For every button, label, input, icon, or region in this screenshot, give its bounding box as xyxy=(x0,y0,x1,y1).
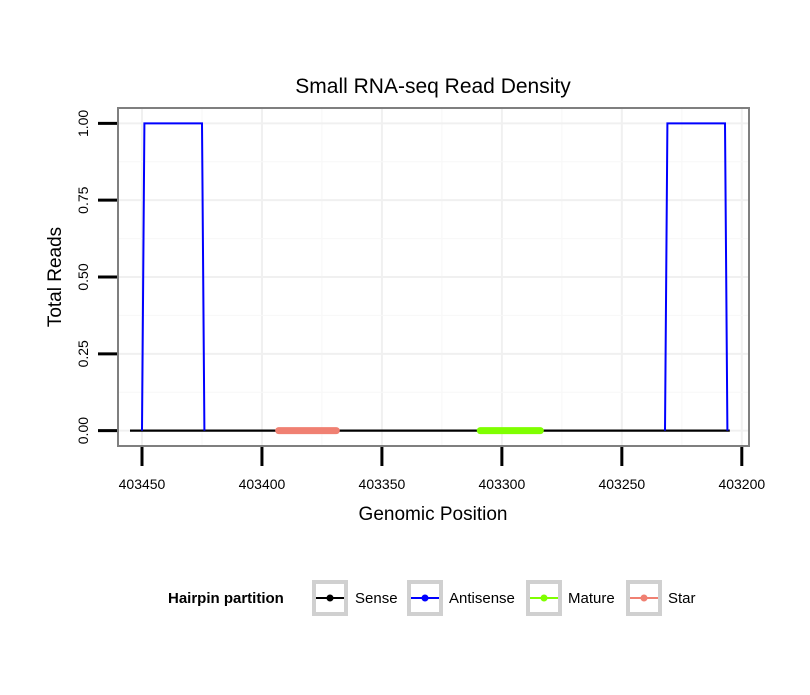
legend-label: Mature xyxy=(568,590,615,607)
legend: Hairpin partition Sense Antisense Mature St… xyxy=(168,580,696,616)
x-tick-label: 403350 xyxy=(359,476,406,492)
legend-item-antisense: Antisense xyxy=(407,580,515,616)
y-tick-label: 1.00 xyxy=(75,110,91,137)
legend-key-point xyxy=(540,594,548,602)
legend-title: Hairpin partition xyxy=(168,590,284,607)
y-tick-label: 0.25 xyxy=(75,340,91,367)
y-tick-label: 0.75 xyxy=(75,186,91,213)
x-tick-label: 403300 xyxy=(479,476,526,492)
series-line-antisense xyxy=(664,122,729,431)
series-layer xyxy=(130,122,730,435)
y-axis-label: Total Reads xyxy=(45,227,66,327)
legend-key-point xyxy=(421,594,429,602)
x-tick-label: 403450 xyxy=(119,476,166,492)
y-tick-label: 0.50 xyxy=(75,263,91,290)
legend-label: Star xyxy=(668,590,696,607)
legend-label: Sense xyxy=(355,590,398,607)
x-tick-label: 403200 xyxy=(718,476,765,492)
legend-item-mature: Mature xyxy=(526,580,615,616)
legend-item-star: Star xyxy=(626,580,696,616)
x-tick-label: 403250 xyxy=(598,476,645,492)
legend-label: Antisense xyxy=(449,590,515,607)
x-tick-label: 403400 xyxy=(239,476,286,492)
y-tick-label: 0.00 xyxy=(75,417,91,444)
legend-key-point xyxy=(640,594,648,602)
plot-border xyxy=(117,107,750,447)
legend-item-sense: Sense xyxy=(312,580,398,616)
y-axis: 0.00 0.25 0.50 0.75 1.00 xyxy=(75,110,117,444)
x-axis-label: Genomic Position xyxy=(359,504,508,525)
chart-title: Small RNA-seq Read Density xyxy=(295,75,571,98)
plot-grid xyxy=(118,108,749,446)
legend-key-point xyxy=(326,594,334,602)
series-line-antisense xyxy=(141,122,206,431)
x-axis: 403450 403400 403350 403300 403250 403200 xyxy=(119,447,765,492)
